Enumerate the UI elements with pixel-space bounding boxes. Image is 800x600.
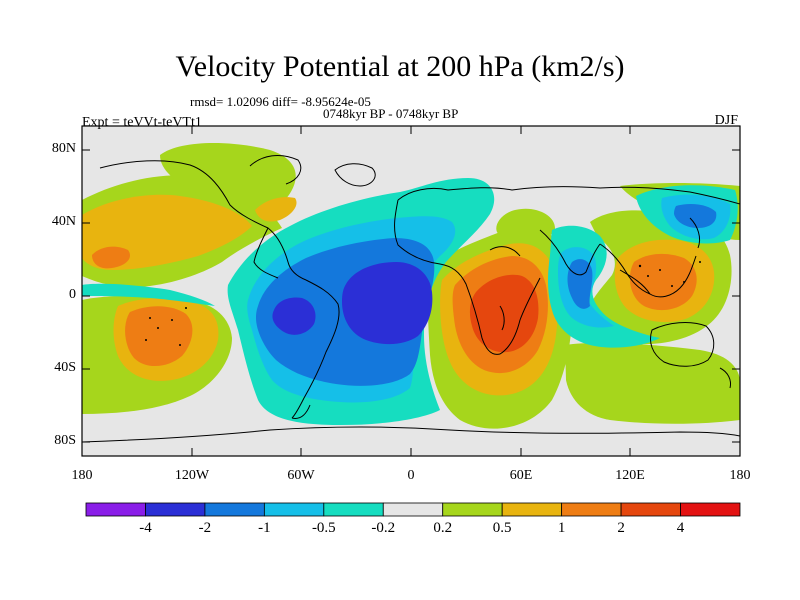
colorbar-label: -0.2: [371, 520, 396, 536]
colorbar-swatch: [680, 502, 741, 517]
lon-label-60w: 60W: [287, 468, 315, 483]
colorbar-label: 2: [617, 520, 625, 536]
colorbar-swatch: [620, 502, 681, 517]
lon-ticks: [191, 126, 631, 456]
colorbar-swatch: [501, 502, 563, 517]
colorbar-swatch: [323, 502, 384, 517]
colorbar-swatch: [204, 502, 265, 517]
colorbar-label: 0.2: [433, 520, 453, 536]
lat-label-80s: 80S: [54, 433, 76, 448]
stats-text: rmsd= 1.02096 diff= -8.95624e-05: [190, 94, 371, 109]
contour-fill-2: [469, 274, 539, 353]
island-dots: [145, 261, 701, 346]
colorbar-swatch: [145, 502, 206, 517]
lon-label-180w: 180: [71, 468, 93, 483]
lon-label-120e: 120E: [615, 468, 645, 483]
lat-label-80n: 80N: [51, 141, 76, 156]
colorbar-swatch: [382, 502, 444, 517]
lon-label-60e: 60E: [509, 468, 533, 483]
colorbar-label: 1: [557, 520, 566, 536]
map-plot-area: [82, 126, 740, 456]
lat-label-0: 0: [69, 287, 76, 302]
coastlines: [82, 154, 740, 443]
colorbar-label: -0.5: [311, 520, 336, 536]
colorbar: [85, 502, 741, 517]
colorbar-swatch: [85, 502, 146, 517]
season-label: DJF: [714, 113, 738, 128]
colorbar-label: 0.5: [492, 520, 512, 536]
colorbar-label: -2: [198, 520, 212, 536]
figure-title: Velocity Potential at 200 hPa (km2/s): [175, 50, 625, 83]
colorbar-label: 4: [676, 520, 685, 536]
colorbar-label: -4: [139, 520, 152, 536]
colorbar-label: -1: [258, 520, 271, 536]
lon-label-0: 0: [407, 468, 415, 483]
colorbar-swatch: [561, 502, 622, 517]
lon-label-120w: 120W: [174, 468, 210, 483]
period-text: 0748kyr BP - 0748kyr BP: [323, 106, 459, 121]
lat-label-40s: 40S: [54, 360, 76, 375]
lat-label-40n: 40N: [51, 214, 76, 229]
lat-ticks: [82, 149, 740, 443]
contour-fill-neg2: [272, 262, 433, 345]
lon-label-180e: 180: [729, 468, 751, 483]
colorbar-swatch: [263, 502, 325, 517]
experiment-label: Expt = teVVt-teVTt1: [82, 115, 202, 130]
colorbar-swatch: [442, 502, 503, 517]
